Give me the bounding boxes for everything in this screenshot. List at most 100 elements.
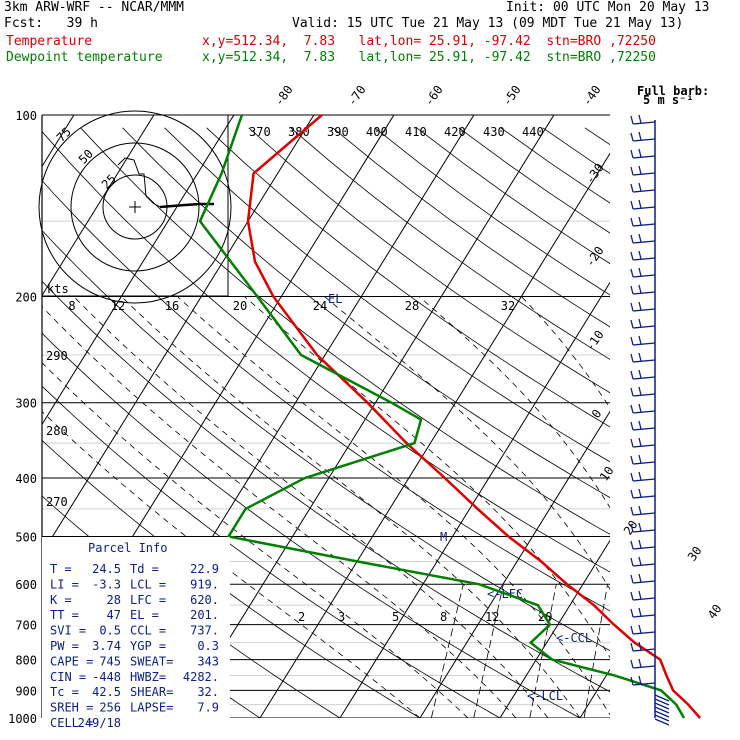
isotherm-line — [660, 115, 740, 718]
wind-barb — [632, 223, 656, 227]
parcel-info-label: CELL = — [50, 716, 93, 730]
wind-speed-label: 8 — [68, 299, 75, 313]
wind-barb-flag — [630, 472, 634, 482]
mixing-ratio-label: 5 — [392, 610, 399, 624]
wind-barb-flag — [638, 267, 642, 277]
wind-barb-flag — [630, 251, 634, 261]
wind-barb — [632, 393, 656, 397]
wind-barb-flag — [638, 624, 642, 634]
wind-barb — [632, 257, 656, 261]
parcel-info-value: 7.9 — [197, 701, 219, 715]
wind-barb — [632, 665, 656, 669]
pressure-tick-label: 300 — [15, 397, 37, 411]
parcel-info-label: LCL = — [130, 577, 166, 591]
parcel-info-label: SVI = — [50, 624, 86, 638]
wind-barb — [632, 529, 656, 533]
wind-barb-flag — [638, 301, 642, 311]
wind-barb — [632, 410, 656, 414]
wind-barb-flag — [638, 352, 642, 362]
dry-adiabat-line — [669, 128, 740, 731]
pressure-tick-label: 700 — [15, 619, 37, 633]
mixing-ratio-label: 2 — [298, 610, 305, 624]
wind-barb — [632, 121, 656, 125]
melting-level-marker: M — [440, 530, 447, 544]
parcel-info-label: K = — [50, 593, 72, 607]
wind-barb — [632, 291, 656, 295]
temperature-tick-label: 40 — [705, 602, 725, 622]
wind-barb-flag — [638, 318, 642, 328]
parcel-info-label: CAPE = — [50, 654, 93, 668]
wind-barb-flag — [638, 454, 642, 464]
dry-adiabat-line — [42, 280, 610, 693]
mixing-ratio-line — [583, 584, 608, 718]
temperature-tick-label: -80 — [272, 83, 296, 109]
parcel-info-panel — [42, 537, 230, 723]
parcel-info-value: 343 — [197, 654, 219, 668]
parcel-info-label: Td = — [130, 562, 159, 576]
parcel-info-label: LI = — [50, 577, 79, 591]
init-time: Init: 00 UTC Mon 20 May 13 — [506, 0, 710, 15]
wind-barb — [632, 580, 656, 584]
pressure-tick-label: 100 — [15, 109, 37, 123]
moist-adiabat-line — [177, 296, 610, 716]
wind-barb-flag — [638, 573, 642, 583]
temperature-tick-label: 0 — [589, 407, 605, 421]
isotherm-line — [499, 539, 610, 718]
dewpoint-legend: Dewpoint temperature — [6, 50, 163, 65]
parcel-info-value: 24.5 — [92, 562, 121, 576]
wind-barb-flag — [630, 506, 634, 516]
temperature-profile-line — [246, 114, 701, 719]
parcel-info-value: 3.74 — [92, 639, 121, 653]
forecast-hour: Fcst: 39 h — [4, 16, 98, 31]
isotherm-line — [419, 410, 610, 718]
wind-barb — [632, 240, 656, 244]
ccl-marker: <-CCL — [556, 631, 592, 645]
wind-barb-flag — [630, 642, 634, 652]
wind-barb-flag — [638, 556, 642, 566]
mixing-ratio-line — [430, 584, 464, 718]
wind-barb-flag — [638, 658, 642, 668]
wind-barb-flag — [638, 420, 642, 430]
wind-barb-flag — [638, 165, 642, 175]
theta-label: 420 — [444, 125, 466, 139]
wind-barb-flag — [630, 676, 634, 686]
theta-label: 280 — [46, 424, 68, 438]
wind-barb-low — [654, 718, 670, 726]
parcel-info-label: SHEAR= — [130, 685, 173, 699]
dewpoint-profile-line — [198, 114, 686, 719]
wind-barb-flag — [630, 132, 634, 142]
wind-barb-flag — [630, 268, 634, 278]
wind-barb — [632, 274, 656, 278]
full-barb-title: Full barb: — [637, 84, 709, 98]
wind-barb-flag — [638, 437, 642, 447]
wind-barb-flag — [638, 488, 642, 498]
dewpoint-station-info: x,y=512.34, 7.83 lat,lon= 25.91, -97.42 … — [202, 50, 656, 65]
wind-barb-flag — [638, 522, 642, 532]
wind-barb-flag — [630, 166, 634, 176]
wind-barb — [632, 461, 656, 465]
dry-adiabat-line — [42, 332, 581, 718]
parcel-info-label: CCL = — [130, 624, 166, 638]
wind-barb-flag — [630, 625, 634, 635]
wind-barb-flag — [638, 250, 642, 260]
wind-barb — [632, 478, 656, 482]
temperature-tick-label: 20 — [621, 518, 641, 538]
isotherm-line — [42, 115, 315, 555]
hodograph-ring-label: 50 — [76, 147, 96, 167]
temperature-tick-label: -20 — [583, 244, 607, 270]
temperature-station-info: x,y=512.34, 7.83 lat,lon= 25.91, -97.42 … — [202, 34, 656, 49]
wind-barb — [632, 342, 656, 346]
isotherm-line — [42, 115, 235, 426]
wind-barb-flag — [630, 438, 634, 448]
dry-adiabat-line — [42, 385, 501, 718]
wind-barb — [632, 138, 656, 142]
wind-barb-flag — [630, 591, 634, 601]
wind-barb-flag — [638, 539, 642, 549]
moist-adiabat-line — [73, 296, 549, 718]
wind-barb-flag — [630, 540, 634, 550]
parcel-info-value: 201. — [190, 608, 219, 622]
wind-barb — [632, 495, 656, 499]
theta-label: 410 — [405, 125, 427, 139]
wind-barb-flag — [630, 370, 634, 380]
dry-adiabat-line — [42, 131, 610, 573]
